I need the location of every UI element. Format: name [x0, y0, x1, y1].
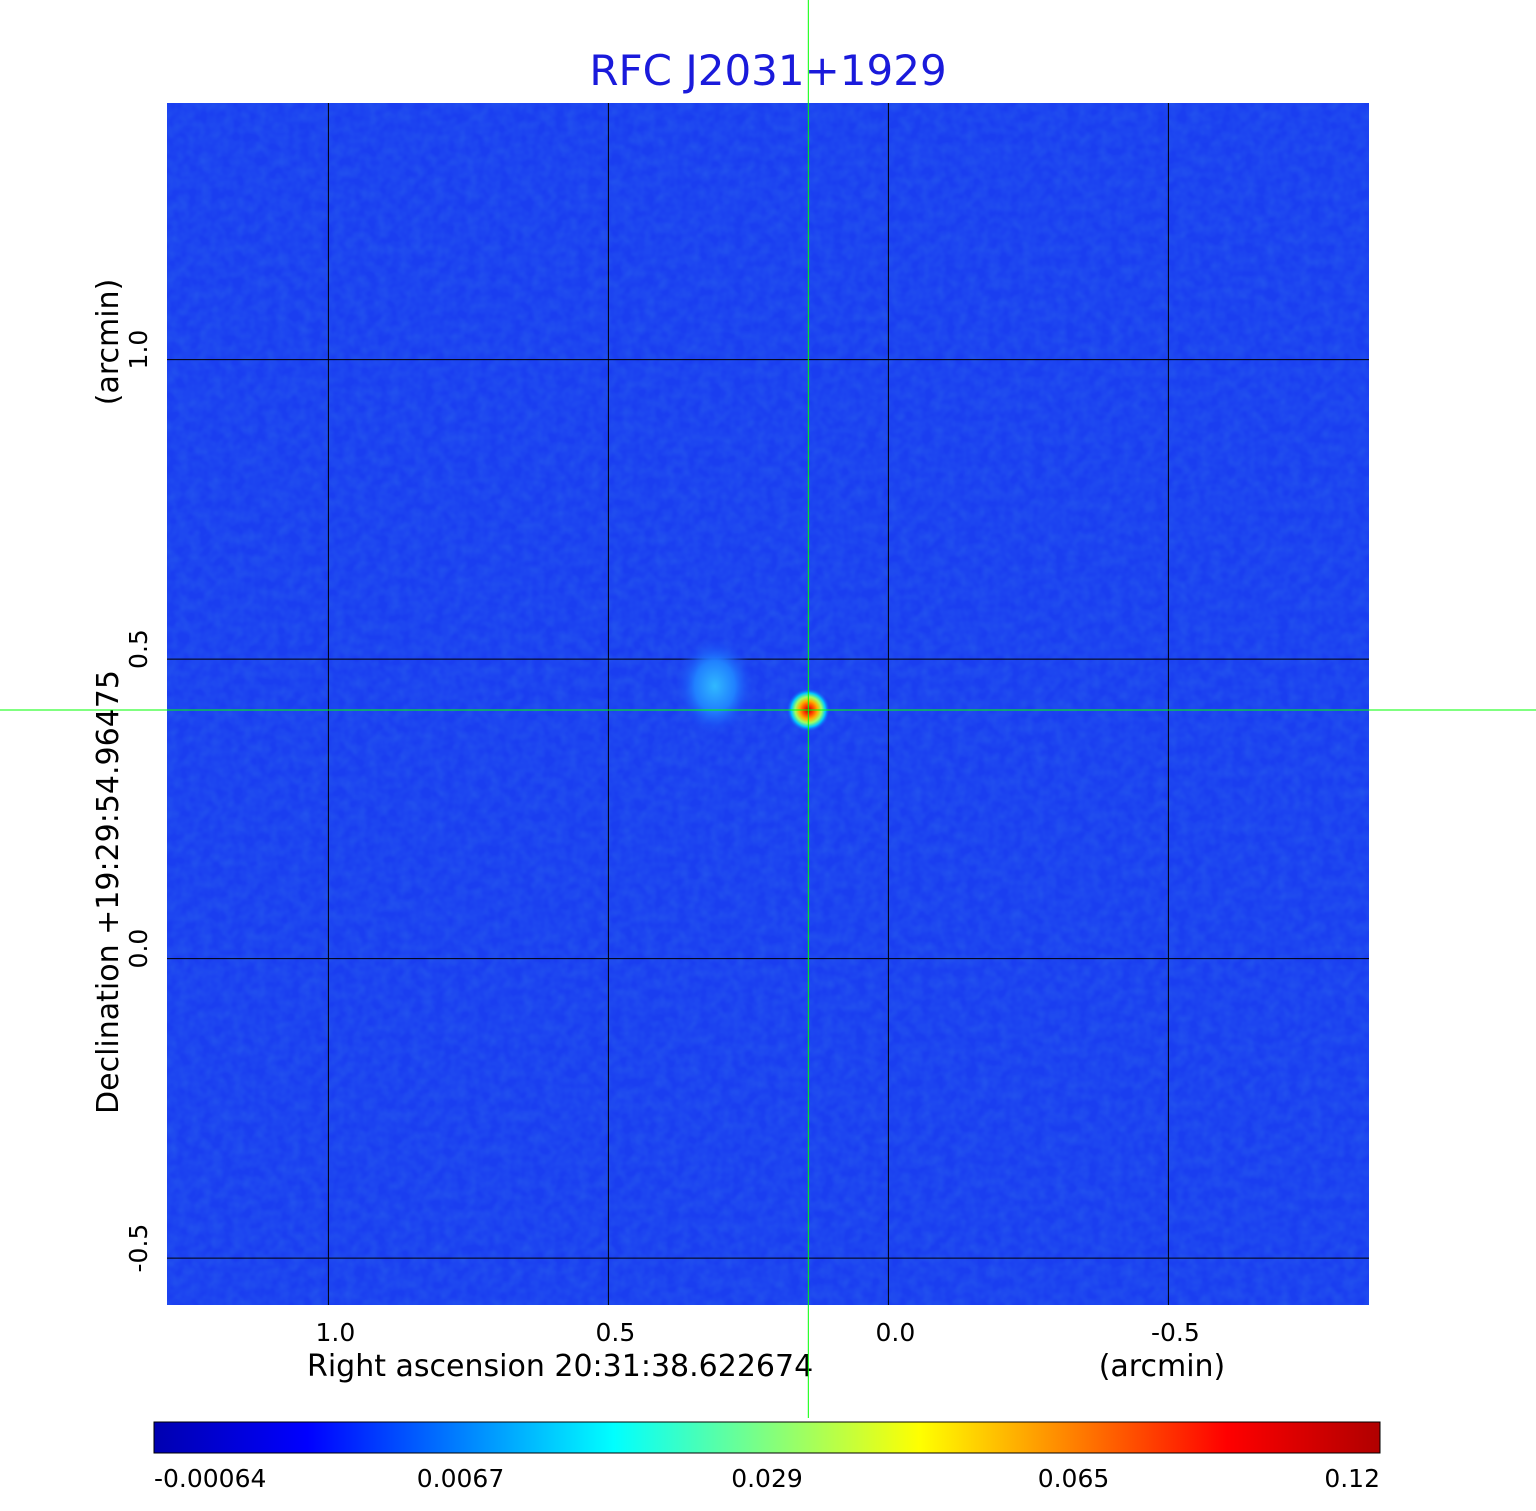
x-axis-unit: (arcmin)	[1099, 1349, 1226, 1384]
map-noise	[166, 102, 1370, 1306]
y-axis-label: Declination +19:29:54.96475	[91, 670, 126, 1114]
x-tick-label-1: 0.5	[596, 1318, 636, 1347]
colorbar-bar	[153, 1421, 1381, 1454]
y-axis-unit: (arcmin)	[91, 279, 126, 406]
y-tick-labels: 1.0 0.5 0.0 -0.5	[124, 330, 153, 1273]
grid-lines	[166, 102, 1370, 1306]
colorbar-tick-label-0: -0.00064	[154, 1464, 266, 1493]
x-tick-label-3: -0.5	[1151, 1318, 1200, 1347]
y-tick-label-2: 0.0	[124, 929, 153, 969]
plot-frame	[165, 101, 1371, 1307]
y-tick-label-0: 1.0	[124, 330, 153, 370]
x-tick-labels: 1.0 0.5 0.0 -0.5	[316, 1318, 1200, 1347]
colorbar-tick-label-4: 0.12	[1324, 1464, 1380, 1493]
chart-title: RFC J2031+1929	[589, 46, 946, 95]
y-tick-label-3: -0.5	[124, 1224, 153, 1273]
colorbar-tick-label-3: 0.065	[1038, 1464, 1110, 1493]
x-tick-label-0: 1.0	[316, 1318, 356, 1347]
colorbar-tick-label-2: 0.029	[731, 1464, 803, 1493]
plot-area	[165, 101, 1371, 1307]
y-tick-label-1: 0.5	[124, 629, 153, 669]
x-tick-label-2: 0.0	[876, 1318, 916, 1347]
source-1	[674, 635, 756, 737]
x-axis-label: Right ascension 20:31:38.622674	[307, 1349, 813, 1384]
crosshair	[0, 0, 1536, 1418]
colorbar-tick-label-1: 0.0067	[417, 1464, 504, 1493]
colorbar: -0.00064 0.0067 0.029 0.065 0.12	[153, 1421, 1381, 1493]
colorbar-tick-labels: -0.00064 0.0067 0.029 0.065 0.12	[154, 1464, 1380, 1493]
